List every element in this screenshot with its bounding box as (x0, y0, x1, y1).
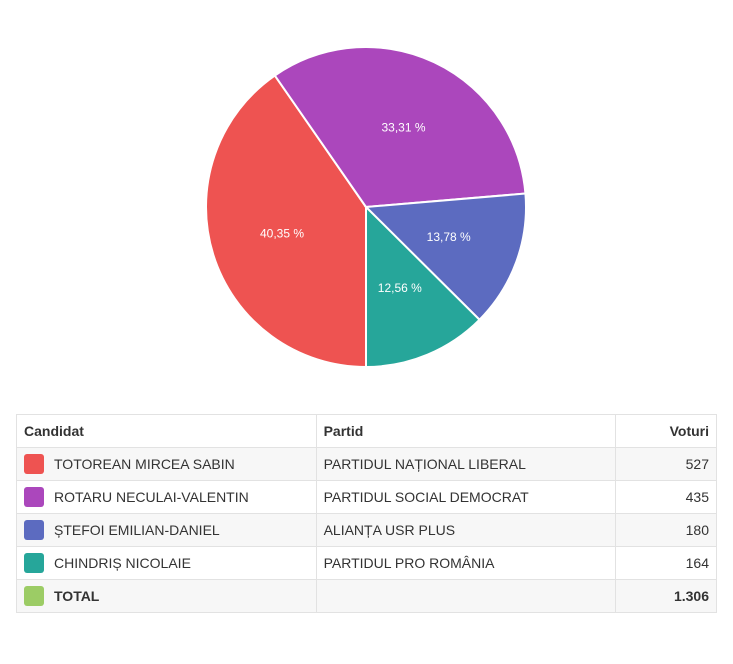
color-swatch (24, 487, 44, 507)
total-row: TOTAL 1.306 (16, 579, 717, 613)
candidate-name: TOTOREAN MIRCEA SABIN (54, 456, 235, 472)
party-cell: ALIANȚA USR PLUS (315, 513, 617, 547)
total-votes-cell: 1.306 (615, 579, 717, 613)
color-swatch (24, 553, 44, 573)
candidate-cell: ȘTEFOI EMILIAN-DANIEL (16, 513, 317, 547)
candidate-name: ȘTEFOI EMILIAN-DANIEL (54, 522, 220, 538)
table-body: TOTOREAN MIRCEA SABIN PARTIDUL NAȚIONAL L… (16, 447, 717, 613)
votes-cell: 527 (615, 447, 717, 481)
pie-label-4: 12,56 % (378, 281, 422, 295)
candidate-cell: TOTOREAN MIRCEA SABIN (16, 447, 317, 481)
pie-labels: 40,35 % 33,31 % 13,78 % 12,56 % (260, 120, 471, 295)
pie-slice-2 (273, 46, 527, 209)
color-swatch (24, 586, 44, 606)
total-label-cell: TOTAL (16, 579, 317, 613)
votes-cell: 435 (615, 480, 717, 514)
total-party-cell (315, 579, 617, 613)
votes-cell: 164 (615, 546, 717, 580)
candidate-name: CHINDRIȘ NICOLAIE (54, 555, 191, 571)
pie-label-2: 33,31 % (381, 120, 425, 134)
header-party: Partid (315, 414, 617, 448)
table-row: ȘTEFOI EMILIAN-DANIEL ALIANȚA USR PLUS 180 (16, 513, 717, 547)
candidate-cell: ROTARU NECULAI-VALENTIN (16, 480, 317, 514)
table-header-row: Candidat Partid Voturi (16, 414, 717, 448)
pie-slice-1 (205, 74, 367, 369)
table-row: CHINDRIȘ NICOLAIE PARTIDUL PRO ROMÂNIA 164 (16, 546, 717, 580)
header-candidate: Candidat (16, 414, 317, 448)
header-votes: Voturi (615, 414, 717, 448)
total-label: TOTAL (54, 588, 100, 604)
candidate-cell: CHINDRIȘ NICOLAIE (16, 546, 317, 580)
pie-slice-3 (363, 192, 527, 322)
votes-cell: 180 (615, 513, 717, 547)
pie-slices (205, 46, 527, 369)
table-row: TOTOREAN MIRCEA SABIN PARTIDUL NAȚIONAL L… (16, 447, 717, 481)
color-swatch (24, 454, 44, 474)
table-row: ROTARU NECULAI-VALENTIN PARTIDUL SOCIAL D… (16, 480, 717, 514)
party-cell: PARTIDUL NAȚIONAL LIBERAL (315, 447, 617, 481)
pie-label-1: 40,35 % (260, 226, 304, 240)
color-swatch (24, 520, 44, 540)
candidate-name: ROTARU NECULAI-VALENTIN (54, 489, 249, 505)
pie-chart: 40,35 % 33,31 % 13,78 % 12,56 % (205, 46, 527, 369)
party-cell: PARTIDUL SOCIAL DEMOCRAT (315, 480, 617, 514)
party-cell: PARTIDUL PRO ROMÂNIA (315, 546, 617, 580)
results-table: Candidat Partid Voturi TOTOREAN MIRCEA S… (16, 414, 717, 613)
pie-slice-4 (365, 204, 481, 369)
pie-label-3: 13,78 % (427, 230, 471, 244)
